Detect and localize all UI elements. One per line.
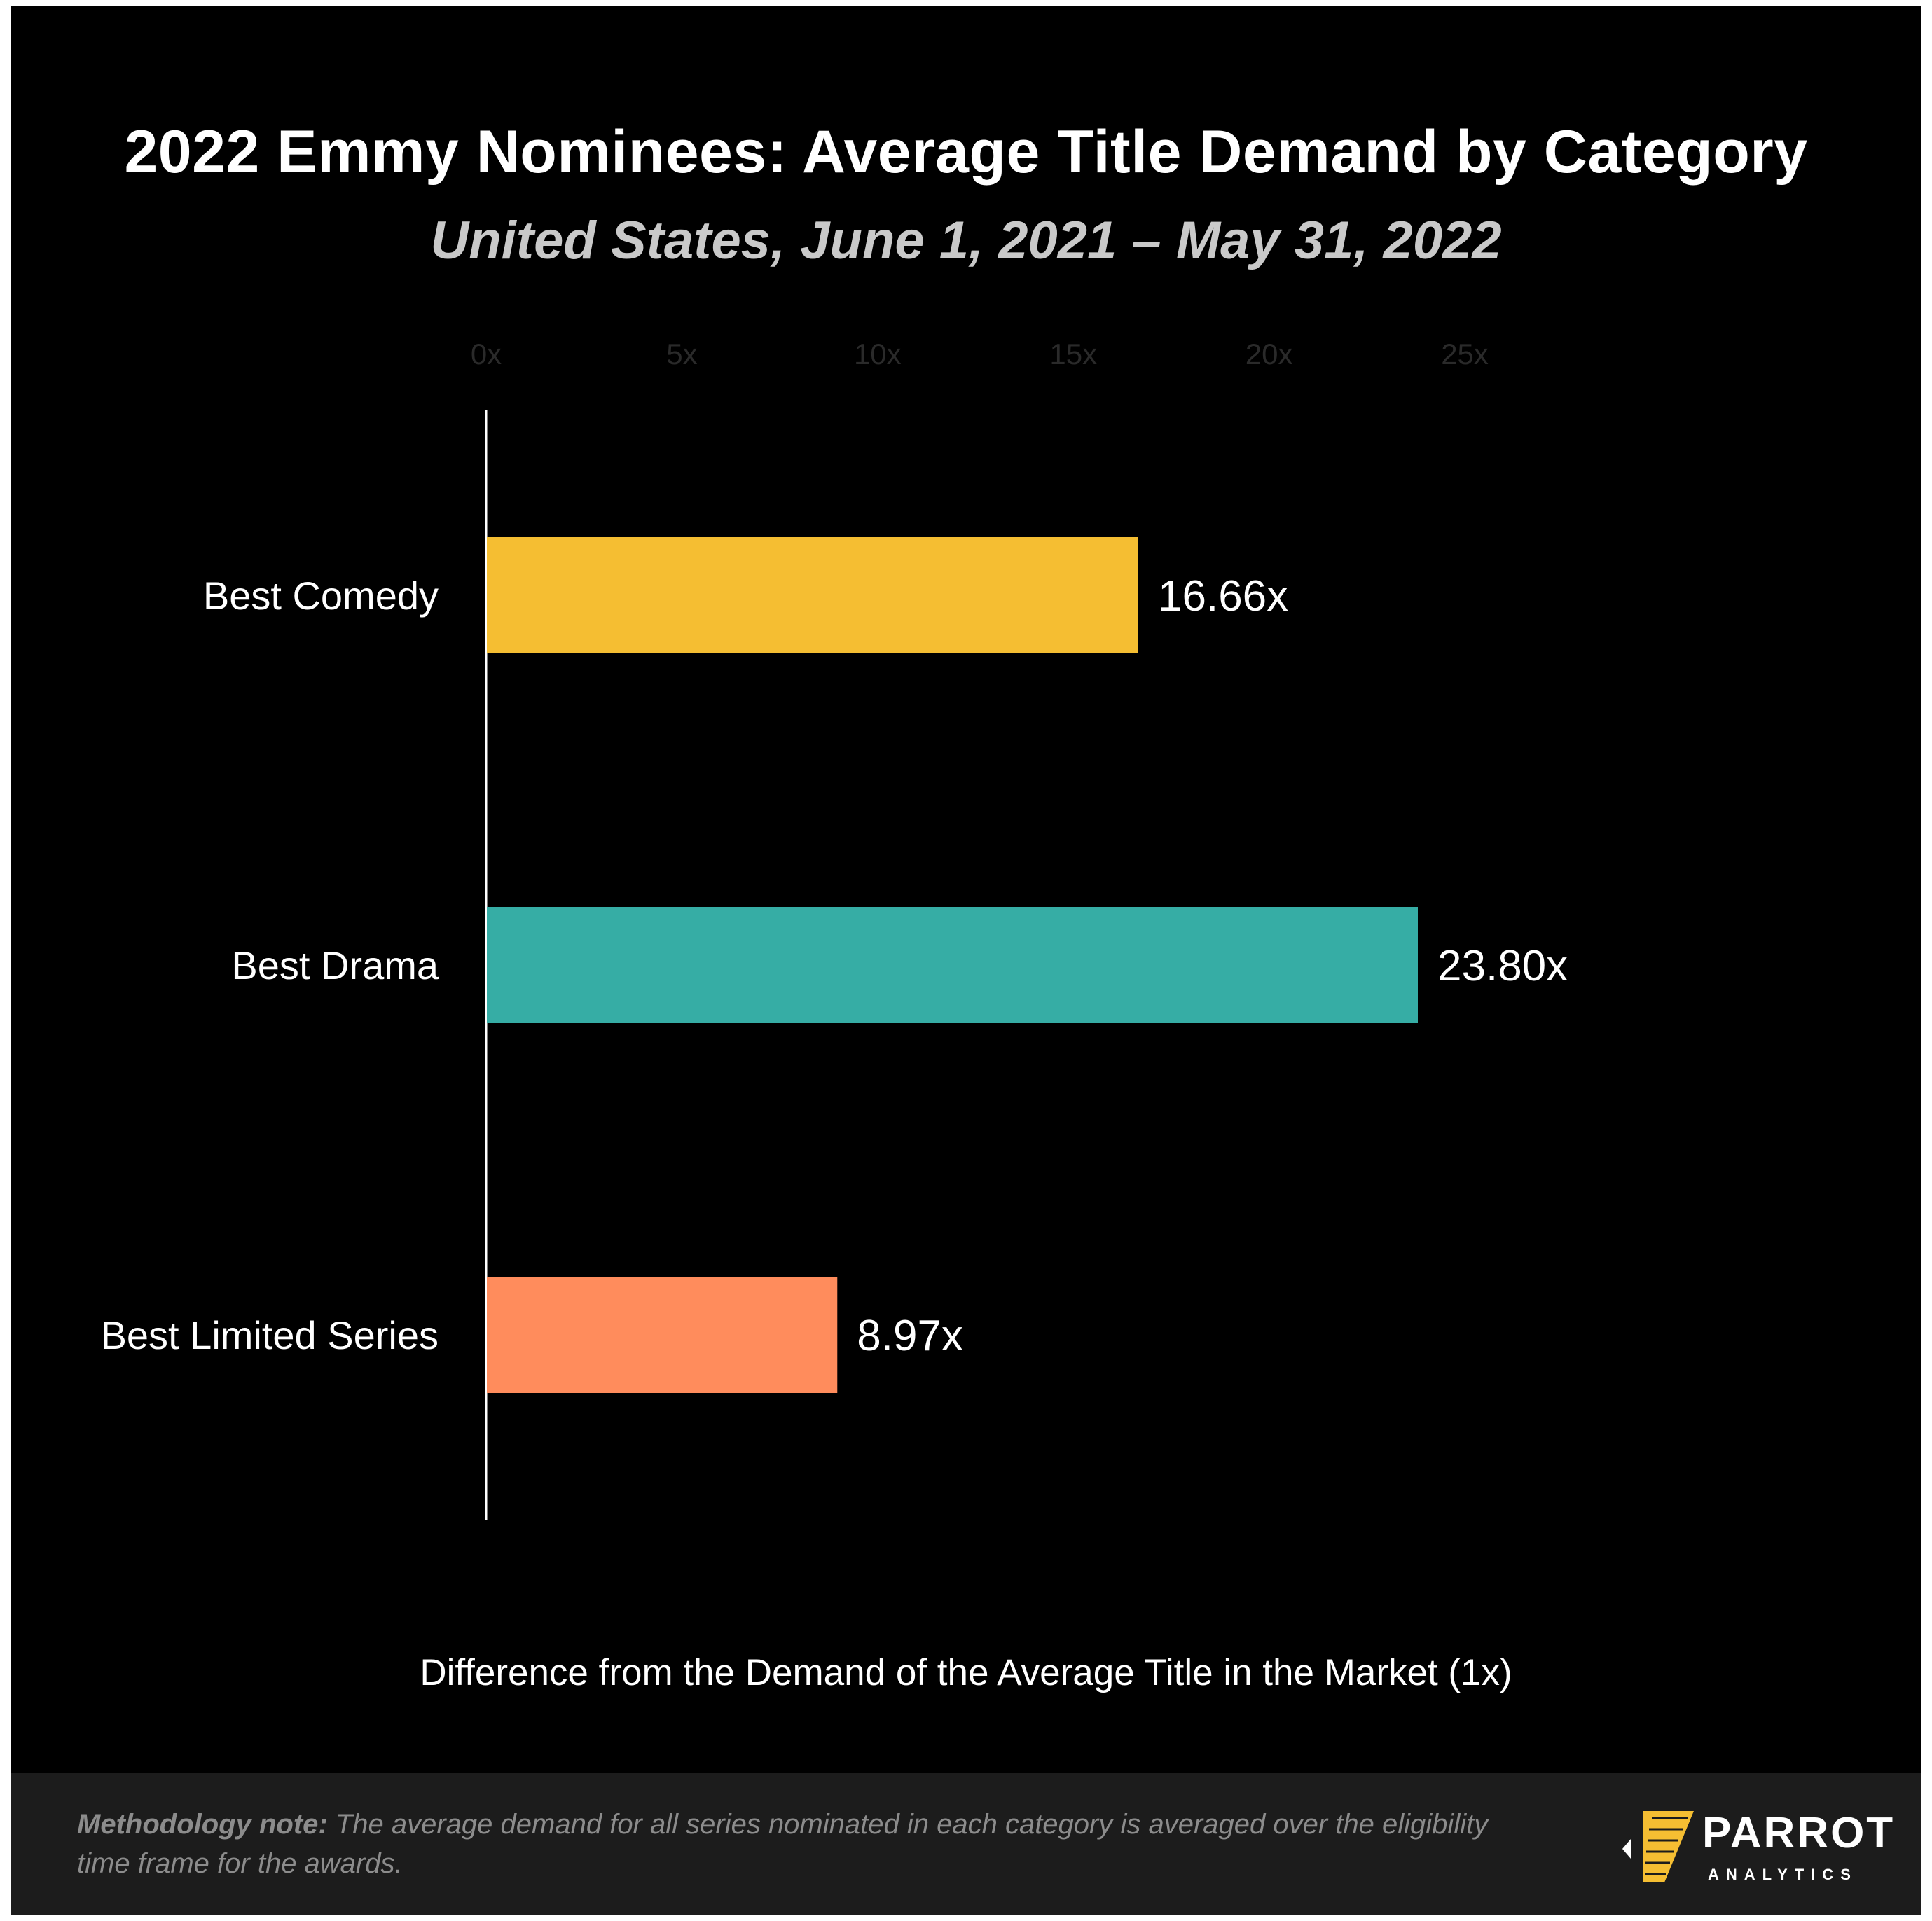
methodology-note: Methodology note: The average demand for…: [77, 1805, 1548, 1883]
x-tick-label-20: 20x: [1246, 338, 1293, 370]
parrot-analytics-logo: PARROT ANALYTICS: [1615, 1808, 1893, 1885]
x-axis-ticks: 0x 5x 10x 15x 20x 25x: [471, 338, 1489, 370]
category-label-best-drama: Best Drama: [231, 943, 439, 987]
chart-subtitle: United States, June 1, 2021 – May 31, 20…: [430, 211, 1502, 270]
methodology-note-text: The average demand for all series nomina…: [77, 1809, 1489, 1879]
footer: Methodology note: The average demand for…: [11, 1773, 1921, 1915]
category-label-best-limited-series: Best Limited Series: [101, 1313, 439, 1357]
x-axis-label: Difference from the Demand of the Averag…: [420, 1652, 1512, 1693]
x-tick-label-5: 5x: [666, 338, 697, 370]
x-tick-label-0: 0x: [471, 338, 502, 370]
value-label-best-drama: 23.80x: [1437, 942, 1568, 990]
x-tick-label-10: 10x: [854, 338, 902, 370]
chart-title: 2022 Emmy Nominees: Average Title Demand…: [124, 118, 1808, 186]
value-label-best-limited-series: 8.97x: [857, 1312, 963, 1360]
x-tick-label-25: 25x: [1441, 338, 1489, 370]
bars: Best Comedy 16.66x Best Drama 23.80x Best Li…: [101, 537, 1568, 1393]
methodology-note-label: Methodology note:: [77, 1809, 328, 1840]
x-tick-label-15: 15x: [1049, 338, 1097, 370]
logo-wordmark: PARROT: [1702, 1809, 1896, 1857]
bar-best-drama: [487, 907, 1418, 1023]
parrot-logo-icon: [1622, 1811, 1694, 1882]
value-label-best-comedy: 16.66x: [1158, 572, 1288, 620]
bar-best-comedy: [487, 537, 1138, 653]
category-label-best-comedy: Best Comedy: [203, 574, 439, 618]
logo-subtitle: ANALYTICS: [1708, 1866, 1858, 1883]
bar-best-limited-series: [487, 1277, 838, 1393]
